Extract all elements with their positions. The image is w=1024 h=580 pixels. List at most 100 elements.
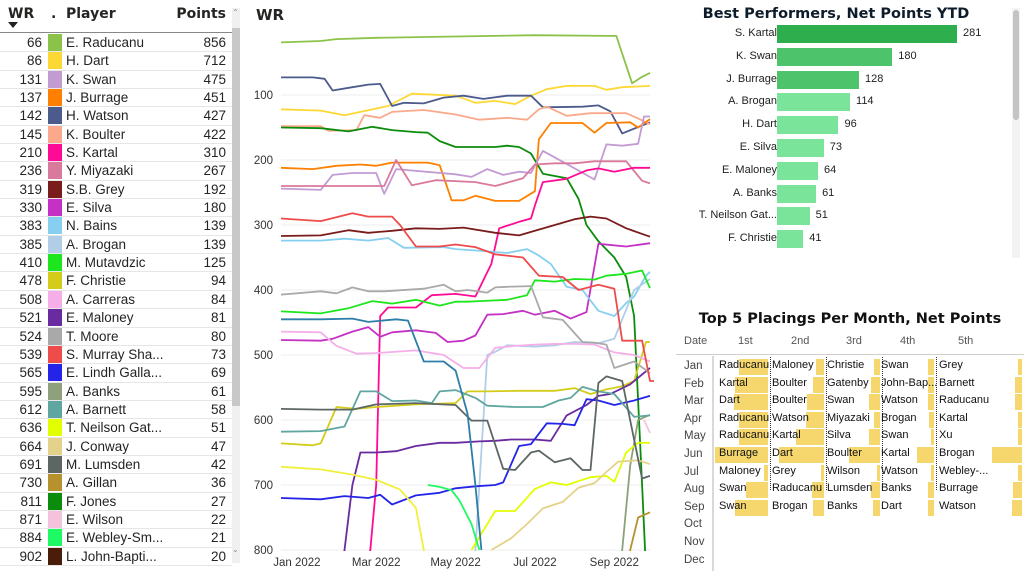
placings-column-header[interactable]: 3rd	[846, 335, 862, 347]
placing-cell[interactable]: Webley-...	[935, 464, 1022, 481]
placing-cell[interactable]: Kartal	[715, 376, 768, 393]
series-line[interactable]	[325, 166, 650, 580]
series-line[interactable]	[281, 341, 650, 447]
series-line[interactable]	[281, 395, 651, 506]
table-row[interactable]: 811 F. Jones 27	[0, 492, 232, 511]
series-line[interactable]	[281, 76, 651, 135]
series-line[interactable]	[427, 484, 481, 551]
series-line[interactable]	[281, 118, 651, 202]
placing-cell[interactable]: Watson	[935, 499, 1022, 516]
table-row[interactable]: 902 L. John-Bapti... 20	[0, 547, 232, 566]
bar-row[interactable]: T. Neilson Gat... 51	[670, 207, 1010, 227]
bar[interactable]	[777, 161, 818, 180]
series-line[interactable]	[643, 419, 651, 434]
table-row[interactable]: 385 A. Brogan 139	[0, 235, 232, 255]
placing-cell[interactable]: Swan	[823, 394, 880, 411]
placing-cell[interactable]: Brogan	[935, 447, 1022, 463]
placing-cell[interactable]: Maloney	[715, 464, 768, 481]
placing-cell[interactable]: Raducanu	[715, 411, 769, 428]
table-row[interactable]: 66 E. Raducanu 856	[0, 34, 232, 53]
bar[interactable]	[777, 93, 851, 112]
placing-cell[interactable]: Lumsden	[823, 482, 880, 499]
placings-column-header[interactable]: 2nd	[791, 335, 810, 347]
table-row[interactable]: 565 E. Lindh Galla... 69	[0, 364, 232, 383]
series-line[interactable]	[281, 215, 651, 238]
sort-descending-icon[interactable]	[8, 22, 18, 28]
series-line[interactable]	[281, 237, 651, 317]
column-header-color[interactable]: .	[51, 6, 57, 22]
series-line[interactable]	[281, 269, 651, 315]
placings-column-header[interactable]: 5th	[958, 335, 974, 347]
placing-cell[interactable]: Kartal	[935, 411, 1022, 428]
series-line[interactable]	[333, 367, 651, 580]
placing-cell[interactable]: Raducanu	[715, 359, 769, 375]
placing-cell[interactable]: Swan	[715, 499, 768, 516]
placing-cell[interactable]: Xu	[935, 429, 1022, 446]
series-line[interactable]	[281, 85, 651, 117]
placing-cell[interactable]: Boulter	[823, 447, 880, 463]
bar[interactable]	[777, 47, 893, 66]
series-line[interactable]	[610, 413, 651, 580]
table-scrollbar[interactable]	[232, 8, 240, 563]
bar[interactable]	[777, 70, 859, 89]
table-row[interactable]: 524 T. Moore 80	[0, 327, 232, 346]
bar-row[interactable]: E. Maloney 64	[670, 161, 1010, 182]
placing-cell[interactable]: Gatenby	[823, 376, 880, 393]
bar[interactable]	[777, 184, 817, 203]
placing-cell[interactable]: Kartal	[768, 429, 824, 446]
table-row[interactable]: 664 J. Conway 47	[0, 437, 232, 456]
table-row[interactable]: 636 T. Neilson Gat... 51	[0, 419, 232, 438]
series-line[interactable]	[281, 105, 651, 132]
placing-cell[interactable]: Watson	[877, 464, 934, 481]
placing-cell[interactable]: Raducanu	[768, 482, 824, 499]
placings-column-header[interactable]: 1st	[738, 335, 753, 347]
placing-cell[interactable]: Burrage	[715, 447, 768, 463]
series-line[interactable]	[281, 317, 483, 551]
placings-column-header[interactable]: 4th	[900, 335, 916, 347]
placing-cell[interactable]: Dart	[768, 447, 824, 463]
table-row[interactable]: 612 A. Barnett 58	[0, 400, 232, 420]
placing-cell[interactable]: Brogan	[877, 411, 934, 428]
bar-row[interactable]: S. Kartal 281	[670, 25, 1010, 45]
bar-row[interactable]: H. Dart 96	[670, 116, 1010, 136]
placing-cell[interactable]: Boulter	[768, 394, 824, 411]
series-line[interactable]	[622, 511, 651, 580]
placing-cell[interactable]: Banks	[823, 499, 880, 516]
placing-cell[interactable]: Miyazaki	[823, 411, 880, 428]
table-row[interactable]: 86 H. Dart 712	[0, 52, 232, 71]
bar-row[interactable]: J. Burrage 128	[670, 70, 1010, 91]
table-row[interactable]: 383 N. Bains 139	[0, 217, 232, 236]
table-row[interactable]: 330 E. Silva 180	[0, 199, 232, 218]
placings-column-header[interactable]: Date	[684, 335, 708, 347]
series-line[interactable]	[281, 115, 650, 195]
table-row[interactable]: 691 M. Lumsden 42	[0, 455, 232, 475]
bar-row[interactable]: F. Christie 41	[670, 230, 1010, 250]
series-line[interactable]	[281, 283, 651, 374]
table-row[interactable]: 730 A. Gillan 36	[0, 474, 232, 493]
bar[interactable]	[777, 230, 804, 249]
scroll-down-icon[interactable]: ⌄	[232, 545, 239, 554]
column-header-wr[interactable]: WR	[8, 6, 35, 22]
table-row[interactable]: 137 J. Burrage 451	[0, 89, 232, 108]
table-row[interactable]: 539 S. Murray Sha... 73	[0, 345, 232, 365]
scroll-up-icon[interactable]: ⌃	[232, 8, 239, 17]
table-row[interactable]: 145 K. Boulter 422	[0, 125, 232, 145]
column-header-points[interactable]: Points	[176, 6, 226, 22]
table-row[interactable]: 478 F. Christie 94	[0, 272, 232, 291]
placing-cell[interactable]: Silva	[823, 429, 880, 446]
series-line[interactable]	[470, 441, 651, 551]
placing-cell[interactable]: Swan	[877, 429, 934, 446]
bar[interactable]	[777, 207, 810, 226]
table-row[interactable]: 595 A. Banks 61	[0, 382, 232, 401]
bar-row[interactable]: E. Silva 73	[670, 139, 1010, 159]
series-line[interactable]	[281, 375, 651, 480]
series-line[interactable]	[281, 159, 651, 187]
placing-cell[interactable]: Boulter	[768, 376, 824, 393]
table-row[interactable]: 319 S.B. Grey 192	[0, 180, 232, 200]
placing-cell[interactable]: Burrage	[935, 482, 1022, 499]
series-line[interactable]	[281, 212, 654, 382]
column-header-player[interactable]: Player	[66, 6, 116, 22]
placing-cell[interactable]: Wilson	[823, 464, 880, 481]
placing-cell[interactable]: Maloney	[768, 359, 824, 375]
bar-row[interactable]: A. Banks 61	[670, 184, 1010, 205]
